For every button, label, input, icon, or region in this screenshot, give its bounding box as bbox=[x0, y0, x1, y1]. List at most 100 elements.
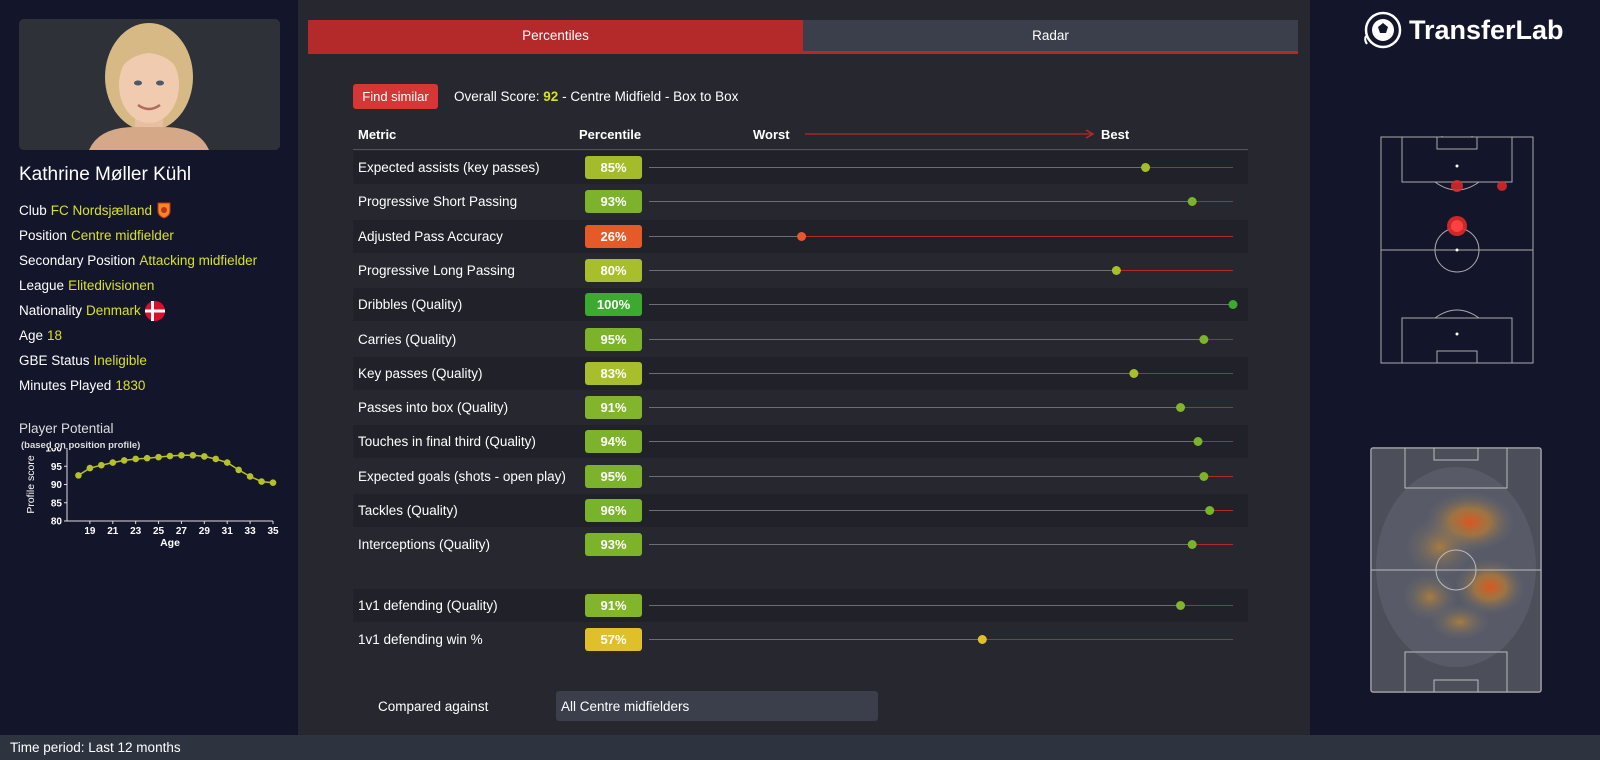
potential-point bbox=[166, 452, 174, 460]
percentile-marker bbox=[1193, 437, 1203, 447]
touch-heatmap bbox=[1370, 447, 1542, 693]
time-period-footer: Time period: Last 12 months bbox=[0, 735, 1600, 760]
y-tick-label: 100 bbox=[45, 448, 62, 455]
position-pitch bbox=[1380, 136, 1534, 364]
potential-point bbox=[212, 455, 220, 463]
pitch-panel: TransferLab bbox=[1310, 0, 1600, 735]
x-tick-label: 31 bbox=[222, 526, 234, 537]
overall-score-value: 92 bbox=[543, 89, 559, 104]
info-label: Club bbox=[19, 203, 47, 218]
x-tick-label: 29 bbox=[199, 526, 211, 537]
y-tick-label: 80 bbox=[51, 517, 63, 528]
tab-radar[interactable]: Radar bbox=[803, 20, 1298, 51]
x-axis-label: Age bbox=[160, 537, 180, 549]
percentile-bar bbox=[649, 368, 1233, 378]
metric-row: Progressive Short Passing 93% bbox=[353, 185, 1248, 218]
metric-row: 1v1 defending win % 57% bbox=[353, 623, 1248, 656]
percentile-marker bbox=[1187, 540, 1197, 550]
metric-name: Tackles (Quality) bbox=[358, 503, 458, 518]
metric-name: 1v1 defending (Quality) bbox=[358, 598, 498, 613]
transferlab-logo: TransferLab bbox=[1363, 10, 1564, 50]
player-info: Club FC Nordsjælland Position Centre mid… bbox=[19, 198, 257, 398]
potential-subtitle: (based on position profile) bbox=[21, 440, 141, 451]
metric-name: Key passes (Quality) bbox=[358, 365, 483, 381]
potential-line bbox=[77, 454, 274, 484]
percentile-marker bbox=[1205, 506, 1215, 515]
overall-score-label: Overall Score: bbox=[454, 89, 540, 104]
percentile-marker bbox=[1176, 601, 1186, 610]
compared-against-label: Compared against bbox=[378, 699, 489, 714]
potential-point bbox=[86, 464, 94, 472]
percentile-bar bbox=[649, 540, 1233, 550]
info-value: Ineligible bbox=[93, 353, 147, 368]
overall-score: Overall Score: 92 - Centre Midfield - Bo… bbox=[454, 89, 738, 104]
y-tick-label: 90 bbox=[51, 480, 63, 491]
percentile-marker bbox=[1141, 163, 1151, 172]
metric-name: Dribbles (Quality) bbox=[358, 297, 463, 313]
potential-title: Player Potential bbox=[19, 421, 114, 436]
percentile-bar bbox=[649, 506, 1233, 515]
position-dot bbox=[1497, 181, 1507, 191]
position-dot bbox=[1451, 180, 1463, 192]
tab-percentiles[interactable]: Percentiles bbox=[308, 20, 803, 51]
percentile-bar bbox=[649, 334, 1233, 344]
percentile-badge: 96% bbox=[585, 499, 642, 522]
y-tick-label: 85 bbox=[51, 498, 63, 509]
y-tick-label: 95 bbox=[51, 462, 63, 473]
metric-row: Expected assists (key passes) 85% bbox=[353, 151, 1248, 184]
info-value: Attacking midfielder bbox=[139, 253, 258, 268]
metric-name: Touches in final third (Quality) bbox=[358, 434, 536, 450]
percentile-badge: 91% bbox=[585, 396, 642, 420]
percentile-marker bbox=[1199, 334, 1209, 344]
info-value[interactable]: FC Nordsjælland bbox=[50, 203, 153, 218]
metric-row: Touches in final third (Quality) 94% bbox=[353, 425, 1248, 459]
potential-point bbox=[269, 479, 277, 486]
percentile-bar bbox=[649, 197, 1233, 207]
find-similar-button[interactable]: Find similar bbox=[353, 84, 438, 109]
metric-row: Carries (Quality) 95% bbox=[353, 323, 1248, 356]
main-panel: Percentiles Radar Find similar Overall S… bbox=[298, 0, 1310, 735]
metric-row: Tackles (Quality) 96% bbox=[353, 494, 1248, 527]
percentile-bar bbox=[649, 163, 1233, 172]
player-photo bbox=[19, 19, 280, 150]
x-tick-label: 19 bbox=[84, 526, 96, 537]
metric-row: Expected goals (shots - open play) 95% bbox=[353, 460, 1248, 493]
potential-point bbox=[201, 453, 208, 460]
denmark-flag-icon bbox=[144, 300, 165, 321]
metric-row: Key passes (Quality) 83% bbox=[353, 356, 1248, 390]
percentile-badge: 57% bbox=[585, 628, 642, 652]
x-tick-label: 23 bbox=[130, 526, 142, 537]
percentile-marker bbox=[1199, 471, 1209, 481]
potential-point bbox=[223, 459, 231, 466]
metric-name: 1v1 defending win % bbox=[358, 632, 483, 648]
metric-row: Interceptions (Quality) 93% bbox=[353, 528, 1248, 561]
potential-point bbox=[155, 453, 162, 461]
best-label: Best bbox=[1101, 127, 1130, 142]
overall-score-suffix: - Centre Midfield - Box to Box bbox=[562, 89, 739, 104]
info-label: GBE Status bbox=[19, 353, 90, 368]
info-label: Age bbox=[19, 328, 44, 343]
percentile-marker bbox=[1111, 265, 1121, 275]
metric-name: Carries (Quality) bbox=[358, 331, 457, 347]
percentile-badge: 95% bbox=[585, 327, 642, 351]
info-position: Position Centre midfielder bbox=[19, 223, 257, 248]
percentile-bar bbox=[649, 601, 1233, 610]
metric-row: Adjusted Pass Accuracy 26% bbox=[353, 219, 1248, 253]
percentile-badge: 26% bbox=[585, 224, 642, 248]
percentile-bar bbox=[649, 300, 1238, 310]
compared-against-select[interactable] bbox=[556, 691, 878, 721]
percentile-bar bbox=[649, 403, 1233, 413]
info-secondary-position: Secondary Position Attacking midfielder bbox=[19, 248, 257, 273]
info-value: Denmark bbox=[86, 303, 141, 318]
potential-point bbox=[120, 457, 128, 464]
info-value[interactable]: Elitedivisionen bbox=[68, 278, 155, 293]
info-label: League bbox=[19, 278, 65, 293]
percentile-marker bbox=[1228, 300, 1238, 310]
info-club: Club FC Nordsjælland bbox=[19, 198, 257, 223]
transferlab-logo-icon bbox=[1364, 11, 1402, 49]
player-photo-image bbox=[19, 19, 280, 150]
info-label: Minutes Played bbox=[19, 378, 112, 393]
metric-row: Dribbles (Quality) 100% bbox=[353, 288, 1248, 322]
metric-name: Expected assists (key passes) bbox=[358, 160, 540, 175]
percentile-bar bbox=[649, 471, 1233, 481]
